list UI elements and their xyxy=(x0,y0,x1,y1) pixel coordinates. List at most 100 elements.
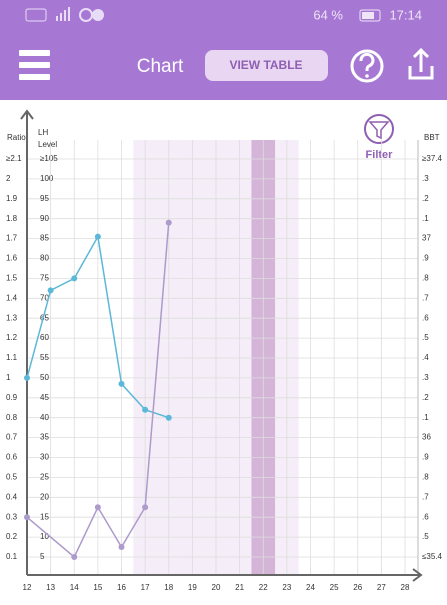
ratio-axis-label: Ratio xyxy=(7,133,26,142)
lh-axis-label: LH xyxy=(38,128,48,137)
help-button[interactable] xyxy=(350,49,384,83)
ratio-tick-label: 2 xyxy=(6,174,11,183)
bbt-tick-label: .8 xyxy=(422,274,429,283)
x-tick-label: 20 xyxy=(212,583,221,592)
x-tick-label: 17 xyxy=(141,583,150,592)
battery-icon xyxy=(359,9,381,22)
ratio-tick-label: 1.4 xyxy=(6,293,18,302)
ratio-tick-label: 1.5 xyxy=(6,274,18,283)
bbt-tick-label: .6 xyxy=(422,313,429,322)
bbt-tick-label: .1 xyxy=(422,413,429,422)
bbt-tick-label: ≤35.4 xyxy=(422,552,443,561)
lh-tick-label: 20 xyxy=(40,492,49,501)
ratio-tick-label: 0.5 xyxy=(6,473,18,482)
lh-axis-label: Level xyxy=(38,140,57,149)
bbt-tick-label: .1 xyxy=(422,214,429,223)
filter-button[interactable] xyxy=(364,114,394,144)
data-point xyxy=(118,380,125,387)
lh-tick-label: 10 xyxy=(40,532,49,541)
bbt-tick-label: .9 xyxy=(422,254,429,263)
bbt-tick-label: .2 xyxy=(422,194,429,203)
ratio-tick-label: 0.1 xyxy=(6,552,18,561)
lh-tick-label: 100 xyxy=(40,174,54,183)
x-tick-label: 14 xyxy=(70,583,79,592)
bbt-tick-label: .5 xyxy=(422,333,429,342)
x-axis-arrow xyxy=(412,568,423,582)
x-tick-label: 25 xyxy=(330,583,339,592)
bbt-tick-label: .3 xyxy=(422,373,429,382)
bbt-tick-label: 36 xyxy=(422,433,431,442)
lh-tick-label: 35 xyxy=(40,433,49,442)
x-tick-label: 21 xyxy=(235,583,244,592)
battery-percent: 64 % xyxy=(313,7,343,22)
lh-tick-label: 5 xyxy=(40,552,45,561)
x-tick-label: 18 xyxy=(164,583,173,592)
bbt-axis-label: BBT xyxy=(424,133,440,142)
x-tick-label: 23 xyxy=(282,583,291,592)
clock: 17:14 xyxy=(389,7,422,22)
x-tick-label: 19 xyxy=(188,583,197,592)
ratio-tick-label: 0.7 xyxy=(6,433,18,442)
series-line xyxy=(26,222,170,559)
ratio-tick-label: 0.4 xyxy=(6,492,18,501)
ratio-tick-label: ≥2.1 xyxy=(6,154,22,163)
ratio-tick-label: 0.6 xyxy=(6,453,18,462)
ratio-tick-label: 0.2 xyxy=(6,532,18,541)
ratio-tick-label: 1.8 xyxy=(6,214,18,223)
bbt-tick-label: .2 xyxy=(422,393,429,402)
x-tick-label: 16 xyxy=(117,583,126,592)
bbt-tick-label: .6 xyxy=(422,512,429,521)
screen-title: Chart xyxy=(137,56,184,77)
share-button[interactable] xyxy=(408,47,434,80)
lh-tick-label: 70 xyxy=(40,293,49,302)
data-point xyxy=(94,233,101,240)
ratio-tick-label: 1.9 xyxy=(6,194,18,203)
x-tick-label: 24 xyxy=(306,583,315,592)
status-icons xyxy=(25,7,104,22)
bbt-tick-label: .8 xyxy=(422,473,429,482)
lh-tick-label: 85 xyxy=(40,234,49,243)
filter-label[interactable]: Filter xyxy=(366,149,394,161)
data-point xyxy=(47,287,54,294)
lh-tick-label: 75 xyxy=(40,274,49,283)
data-point xyxy=(165,414,172,421)
lh-tick-label: 55 xyxy=(40,353,49,362)
lh-tick-label: 25 xyxy=(40,473,49,482)
lh-tick-label: 30 xyxy=(40,453,49,462)
ratio-tick-label: 0.8 xyxy=(6,413,18,422)
y-axis-arrow xyxy=(20,109,34,120)
bbt-tick-label: .7 xyxy=(422,492,429,501)
ratio-tick-label: 1.2 xyxy=(6,333,18,342)
ratio-tick-label: 1.1 xyxy=(6,353,18,362)
data-point xyxy=(142,504,149,511)
x-tick-label: 13 xyxy=(46,583,55,592)
ratio-tick-label: 0.9 xyxy=(6,393,18,402)
lh-tick-label: 15 xyxy=(40,512,49,521)
lh-tick-label: 80 xyxy=(40,254,49,263)
data-point xyxy=(94,504,101,511)
menu-button[interactable] xyxy=(19,50,50,80)
bbt-tick-label: .5 xyxy=(422,532,429,541)
lh-tick-label: 60 xyxy=(40,333,49,342)
data-point xyxy=(24,374,30,381)
lh-tick-label: 95 xyxy=(40,194,49,203)
view-table-button[interactable] xyxy=(205,50,328,81)
lh-tick-label: ≥105 xyxy=(40,154,58,163)
lh-tick-label: 45 xyxy=(40,393,49,402)
ratio-tick-label: 1.7 xyxy=(6,234,18,243)
data-point xyxy=(165,219,172,226)
view-table-label[interactable]: VIEW TABLE xyxy=(229,58,302,72)
ratio-tick-label: 0.3 xyxy=(6,512,18,521)
data-point xyxy=(71,554,78,560)
bbt-tick-label: 37 xyxy=(422,234,431,243)
data-point xyxy=(24,514,30,521)
data-point xyxy=(71,275,78,282)
data-point xyxy=(118,544,125,551)
bbt-tick-label: .7 xyxy=(422,293,429,302)
x-tick-label: 12 xyxy=(23,583,32,592)
lh-tick-label: 50 xyxy=(40,373,49,382)
x-tick-label: 26 xyxy=(353,583,362,592)
bbt-tick-label: .4 xyxy=(422,353,429,362)
ratio-tick-label: 1 xyxy=(6,373,11,382)
